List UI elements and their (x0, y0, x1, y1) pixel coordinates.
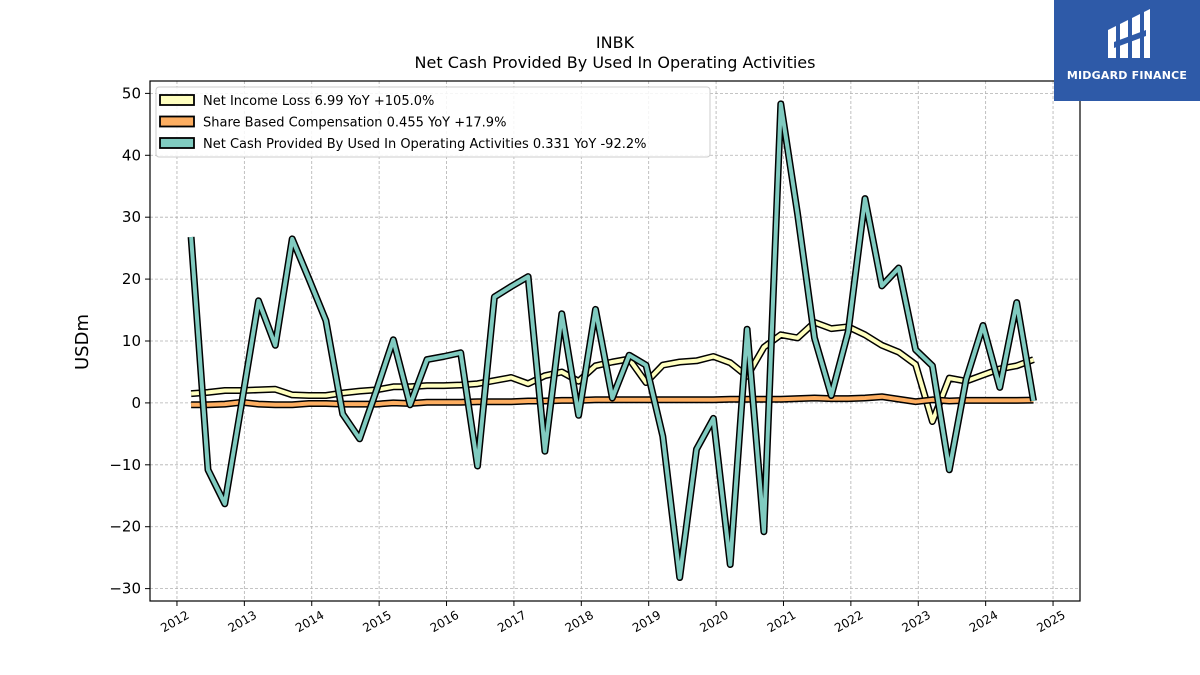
legend-swatch-share-based-compensation (159, 115, 195, 128)
brand-mark-icon (1108, 9, 1150, 58)
y-tick-label: 40 (122, 146, 141, 164)
chart-subtitle: Net Cash Provided By Used In Operating A… (415, 53, 816, 72)
y-axis-label: USDm (72, 314, 93, 370)
x-tick-label: 2020 (697, 608, 730, 635)
y-tick-label: 20 (122, 270, 141, 288)
legend: Net Income Loss 6.99 YoY +105.0% Share Ba… (155, 86, 711, 158)
x-tick-label: 2014 (293, 608, 326, 635)
x-tick-label: 2018 (563, 608, 596, 635)
brand-name: MIDGARD FINANCE (1066, 69, 1188, 82)
series-lines (187, 100, 1037, 581)
x-tick-label: 2019 (630, 608, 663, 635)
grid-lines (150, 81, 1080, 601)
x-tick-label: 2023 (900, 608, 933, 635)
x-tick-label: 2013 (226, 608, 259, 635)
x-tick-label: 2021 (765, 608, 798, 635)
x-tick-label: 2024 (967, 608, 1000, 635)
y-tick-label: −20 (109, 518, 141, 536)
legend-label-net-cash-operating: Net Cash Provided By Used In Operating A… (203, 137, 646, 152)
x-tick-label: 2022 (832, 608, 865, 635)
x-tick-label: 2016 (428, 608, 461, 635)
y-tick-label: −30 (109, 580, 141, 598)
legend-box (155, 86, 711, 158)
y-tick-label: 0 (131, 394, 141, 412)
x-tick-label: 2017 (495, 608, 528, 635)
y-tick-label: −10 (109, 456, 141, 474)
x-tick-label: 2025 (1034, 608, 1067, 635)
legend-label-net-income-loss: Net Income Loss 6.99 YoY +105.0% (203, 94, 434, 109)
legend-swatch-net-cash-operating (159, 137, 195, 149)
series-net-income-loss-line (190, 320, 1035, 424)
y-tick-label: 50 (122, 84, 141, 102)
y-tick-label: 10 (122, 332, 141, 350)
brand-logo: MIDGARD FINANCE (1054, 0, 1200, 101)
y-tick-label: 30 (122, 208, 141, 226)
legend-label-share-based-compensation: Share Based Compensation 0.455 YoY +17.9… (203, 116, 506, 131)
chart-title: INBK (596, 33, 635, 52)
legend-swatch-net-income-loss (159, 94, 195, 106)
series-net-cash-operating-line (189, 101, 1036, 580)
x-tick-label: 2015 (360, 608, 393, 635)
x-tick-label: 2012 (158, 608, 191, 635)
